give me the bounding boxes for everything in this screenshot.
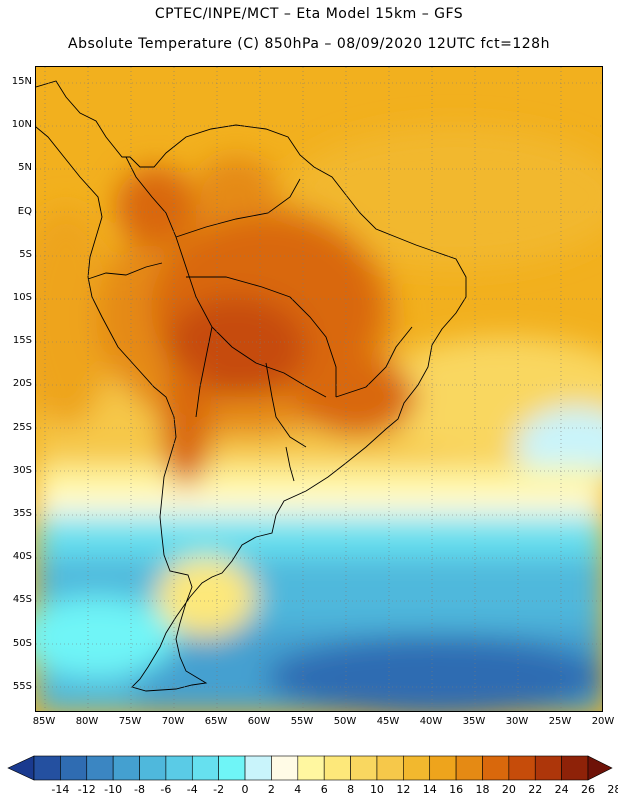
colorbar-swatch [561,755,589,781]
colorbar-swatch [191,755,219,781]
colorbar-swatch [534,755,562,781]
temperature-field [36,127,602,711]
colorbar-swatch [165,755,193,781]
lon-label: 55W [290,716,314,727]
colorbar-tick-label: -6 [160,783,172,796]
map-canvas [36,67,602,711]
colorbar-swatch [218,755,246,781]
lon-label: 45W [376,716,400,727]
lat-label: 5N [18,162,32,174]
colorbar-swatch [482,755,510,781]
colorbar-swatch [139,755,167,781]
colorbar-tick-label: 2 [267,783,275,796]
graticule [36,67,602,711]
title-line-1: CPTEC/INPE/MCT – Eta Model 15km – GFS [154,6,464,22]
title-line-2: Absolute Temperature (C) 850hPa – 08/09/… [68,36,550,52]
lat-label: 55S [12,680,32,692]
colorbar-swatch [112,755,140,781]
lat-label: 15N [11,76,32,87]
colorbar-tick-label: 18 [475,783,490,796]
colorbar-swatch [403,755,431,781]
coastlines [36,80,467,692]
lat-label: 25S [12,421,32,433]
colorbar-tick-label: -8 [134,783,145,796]
colorbar-swatch [429,755,457,781]
lat-label: 40S [12,551,32,563]
colorbar-swatch [271,755,299,781]
colorbar-tick-label: 6 [320,783,328,796]
lon-label: 40W [419,716,443,727]
colorbar-swatch [323,755,351,781]
lon-label: 80W [75,716,99,727]
colorbar-swatch [33,755,61,781]
colorbar-swatch [244,755,272,781]
colorbar-tick-label: 20 [501,783,516,796]
colorbar-tick-label: 8 [347,783,355,796]
lon-label: 75W [118,716,142,727]
lon-label: 35W [462,716,486,727]
lat-label: 5S [19,248,32,260]
colorbar-tick-label: -10 [104,783,123,796]
temperature-map [35,66,603,712]
lon-label: 30W [505,716,529,727]
colorbar-swatch [350,755,378,781]
colorbar-tick-label: 24 [554,783,569,796]
colorbar-swatch [376,755,404,781]
lat-label: 10S [12,292,32,303]
lon-label: 65W [204,716,228,727]
colorbar-tick-label: -2 [213,783,225,796]
lon-label: 25W [548,716,572,727]
colorbar-tick-label: 22 [528,783,543,796]
colorbar-tick-label: 28 [607,783,618,796]
lon-label: 50W [333,716,357,727]
colorbar-tick-label: -12 [77,783,96,796]
lat-label: 35S [12,508,32,519]
colorbar-tick-label: 4 [294,783,302,796]
colorbar-swatch [86,755,114,781]
colorbar-tick-label: 26 [581,783,595,796]
colorbar-tick-label: -4 [186,783,198,796]
colorbar-arrow-right [587,755,613,781]
colorbar-tick-label: 14 [422,783,437,796]
lon-label: 20W [591,716,615,727]
lat-label: EQ [17,205,32,217]
lon-label: 60W [247,716,271,727]
colorbar-swatch [60,755,88,781]
lon-label: 85W [32,716,56,727]
lat-label: 50S [12,637,32,649]
lat-label: 15S [12,335,32,347]
colorbar-tick-label: 16 [449,783,464,796]
colorbar-swatch [508,755,536,781]
lon-label: 70W [161,716,185,727]
lat-label: 30S [12,464,32,476]
colorbar [7,755,613,781]
colorbar-tick-label: 10 [369,783,384,796]
colorbar-tick-label: 0 [241,783,249,796]
colorbar-arrow-left [7,755,35,781]
colorbar-tick-label: 12 [396,783,411,796]
lat-label: 10N [11,119,32,131]
colorbar-swatch [455,755,483,781]
colorbar-tick-label: -14 [51,783,70,796]
colorbar-swatch [297,755,325,781]
lat-label: 45S [12,594,32,606]
lat-label: 20S [12,378,32,390]
